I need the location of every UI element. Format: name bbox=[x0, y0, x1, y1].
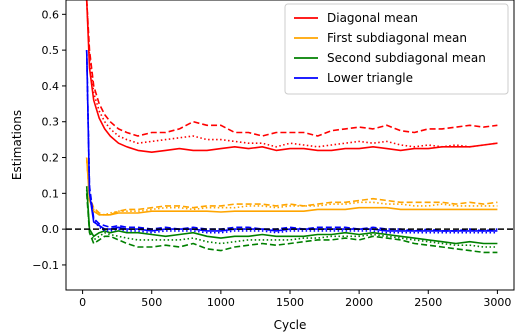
series-line-diag-dotted bbox=[85, 0, 498, 148]
x-tick-label: 2500 bbox=[414, 296, 442, 309]
x-tick-label: 2000 bbox=[345, 296, 373, 309]
y-tick-label: 0.4 bbox=[42, 80, 60, 93]
y-tick-label: 0.6 bbox=[42, 8, 60, 21]
y-tick-label: −0.1 bbox=[32, 259, 59, 272]
plot-area bbox=[66, 0, 514, 254]
series-line-sub1-solid bbox=[85, 157, 498, 216]
series-line-sub2-solid bbox=[85, 186, 498, 245]
y-tick-label: 0.1 bbox=[42, 187, 60, 200]
x-tick-label: 0 bbox=[79, 296, 86, 309]
series-line-sub2-dashed bbox=[85, 193, 498, 254]
axes: 0 500 1000 1500 2000 2500 3000 −0.1 0.0 0.1 0.2 0.3… bbox=[32, 8, 511, 309]
series-line-lower-dashed bbox=[85, 50, 498, 232]
legend-entry: Diagonal mean bbox=[327, 11, 418, 25]
x-axis-label: Cycle bbox=[274, 318, 307, 332]
y-tick-label: 0.3 bbox=[42, 116, 60, 129]
series-line-sub2-dotted bbox=[85, 189, 498, 248]
x-tick-label: 3000 bbox=[483, 296, 511, 309]
series-line-diag-solid bbox=[85, 0, 498, 153]
legend-entry: First subdiagonal mean bbox=[327, 31, 467, 45]
legend: Diagonal mean First subdiagonal mean Secon… bbox=[284, 3, 509, 95]
x-tick-label: 1500 bbox=[276, 296, 304, 309]
legend-entry: Second subdiagonal mean bbox=[327, 51, 486, 65]
series-line-sub1-dotted bbox=[85, 157, 498, 216]
legend-box bbox=[284, 3, 509, 95]
legend-entry: Lower triangle bbox=[327, 71, 413, 85]
y-tick-label: 0.2 bbox=[42, 152, 60, 165]
y-tick-label: 0.0 bbox=[42, 223, 60, 236]
x-tick-label: 1000 bbox=[207, 296, 235, 309]
y-axis-label: Estimations bbox=[10, 110, 24, 180]
x-tick-label: 500 bbox=[141, 296, 162, 309]
y-tick-label: 0.5 bbox=[42, 44, 60, 57]
series-line-sub1-dashed bbox=[85, 157, 498, 216]
